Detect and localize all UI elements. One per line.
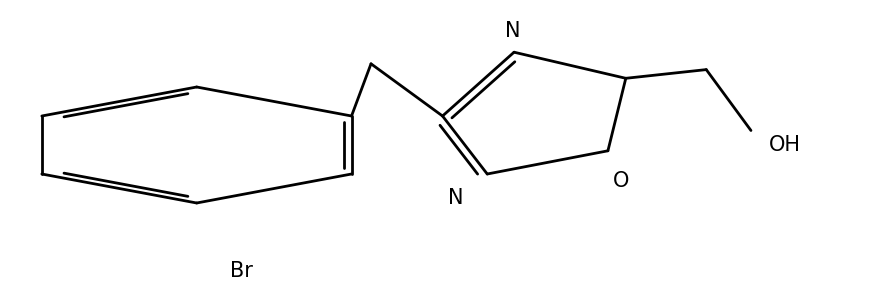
Text: N: N — [504, 21, 520, 41]
Text: OH: OH — [769, 135, 801, 155]
Text: Br: Br — [230, 261, 253, 281]
Text: O: O — [613, 171, 629, 191]
Text: N: N — [448, 188, 464, 209]
